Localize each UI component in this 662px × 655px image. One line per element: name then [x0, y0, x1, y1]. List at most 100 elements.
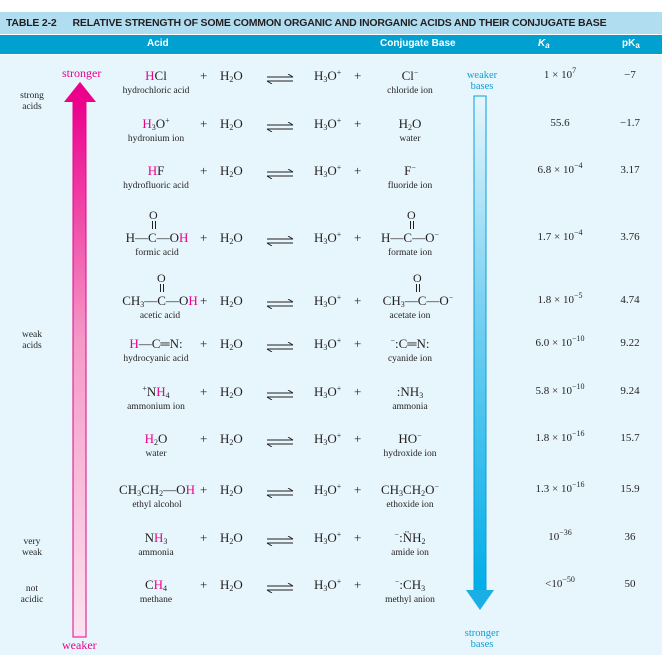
conjugate-base-name: ethoxide ion [386, 500, 434, 510]
plus-sign: + [200, 163, 208, 178]
ka-value: 1.8 × 10−16 [535, 429, 585, 445]
water-reactant: H2O [220, 431, 243, 447]
plus-sign: + [200, 293, 208, 308]
acid-name: hydrocyanic acid [123, 354, 189, 364]
acid-name: acetic acid [139, 311, 181, 321]
acid-formula: +NH4 [142, 384, 170, 400]
ka-value: 55.6 [550, 117, 570, 129]
conjugate-base-name: fluoride ion [387, 181, 433, 191]
plus-sign: + [354, 230, 362, 245]
conjugate-base-name: water [399, 134, 421, 144]
acid-formula: H—C—OH [125, 230, 189, 245]
conjugate-base-formula: −:N̈H2 [394, 530, 426, 546]
column-header-row: Acid Conjugate Base Ka pKa [0, 35, 662, 54]
ka-value: <10−50 [545, 575, 575, 591]
ka-value: 1.7 × 10−4 [537, 228, 583, 244]
table-title-band: TABLE 2-2 RELATIVE STRENGTH OF SOME COMM… [0, 12, 662, 34]
acid-name: ethyl alcohol [132, 500, 182, 510]
table-number: TABLE 2-2 [6, 17, 57, 29]
acid-formula: NH3 [144, 530, 168, 546]
hydronium-product: H3O+ [314, 431, 342, 447]
plus-sign: + [354, 431, 362, 446]
water-reactant: H2O [220, 530, 243, 546]
acid-name: ammonium ion [127, 402, 185, 412]
pka-value: 9.24 [620, 385, 640, 397]
water-reactant: H2O [220, 577, 243, 593]
plus-sign: + [354, 577, 362, 592]
hydronium-product: H3O+ [314, 116, 342, 132]
base-stronger-label: stronger bases [464, 628, 500, 650]
water-reactant: H2O [220, 68, 243, 84]
hydronium-product: H3O+ [314, 336, 342, 352]
double-bond [416, 284, 420, 292]
equilibrium-arrow-icon [266, 71, 294, 89]
col-acid: Acid [147, 38, 169, 49]
plus-sign: + [354, 163, 362, 178]
acid-name: water [145, 449, 167, 459]
equilibrium-arrow-icon [266, 296, 294, 314]
water-reactant: H2O [220, 116, 243, 132]
carbonyl-oxygen: O [149, 208, 158, 222]
conjugate-base-name: acetate ion [389, 311, 431, 321]
equilibrium-arrow-icon [266, 387, 294, 405]
plus-sign: + [200, 336, 208, 351]
hydronium-product: H3O+ [314, 482, 342, 498]
conjugate-base-formula: :NH3 [396, 384, 424, 400]
pka-value: 50 [624, 578, 636, 590]
water-reactant: H2O [220, 336, 243, 352]
ka-value: 1.3 × 10−16 [535, 480, 585, 496]
carbonyl-oxygen: O [407, 208, 416, 222]
conjugate-base-name: chloride ion [387, 86, 433, 96]
conjugate-base-name: methyl anion [385, 595, 435, 605]
acid-formula: CH3CH2—OH [119, 482, 195, 498]
pka-value: 9.22 [620, 337, 640, 349]
base-weaker-label: weaker bases [466, 70, 498, 92]
conjugate-base-name: hydroxide ion [383, 449, 437, 459]
plus-sign: + [354, 384, 362, 399]
acid-formula: CH3—C—OH [122, 293, 198, 309]
acid-stronger-label: stronger [62, 66, 102, 80]
plus-sign: + [354, 482, 362, 497]
pka-value: 15.7 [620, 432, 640, 444]
equilibrium-arrow-icon [266, 485, 294, 503]
water-reactant: H2O [220, 482, 243, 498]
acid-name: hydrochloric acid [122, 86, 190, 96]
acid-weaker-label: weaker [62, 638, 97, 652]
hydronium-product: H3O+ [314, 577, 342, 593]
acid-name: ammonia [138, 548, 174, 558]
acid-name: methane [139, 595, 173, 605]
equilibrium-arrow-icon [266, 233, 294, 251]
acid-formula: H2O [144, 431, 168, 447]
plus-sign: + [200, 431, 208, 446]
water-reactant: H2O [220, 293, 243, 309]
conjugate-base-name: cyanide ion [387, 354, 433, 364]
table-body [0, 55, 662, 655]
hydronium-product: H3O+ [314, 293, 342, 309]
hydronium-product: H3O+ [314, 230, 342, 246]
water-reactant: H2O [220, 384, 243, 400]
ka-value: 1.8 × 10−5 [537, 291, 583, 307]
conjugate-base-formula: H2O [398, 116, 422, 132]
hydronium-product: H3O+ [314, 68, 342, 84]
conjugate-base-formula: CH3CH2O− [380, 482, 440, 498]
plus-sign: + [200, 482, 208, 497]
conjugate-base-name: amide ion [391, 548, 429, 558]
conjugate-base-formula: CH3—C—O− [382, 293, 454, 309]
col-ka: Ka [538, 38, 550, 50]
ka-value: 6.8 × 10−4 [537, 161, 583, 177]
equilibrium-arrow-icon [266, 580, 294, 598]
plus-sign: + [200, 530, 208, 545]
double-bond [160, 284, 164, 292]
pka-value: −1.7 [620, 117, 640, 129]
double-bond [410, 221, 414, 229]
ka-value: 1 × 107 [543, 66, 577, 82]
equilibrium-arrow-icon [266, 119, 294, 137]
ka-value: 5.8 × 10−10 [535, 382, 585, 398]
side-label-very-weak: very weak [21, 537, 43, 558]
conjugate-base-formula: HO− [398, 431, 422, 446]
plus-sign: + [200, 116, 208, 131]
hydronium-product: H3O+ [314, 163, 342, 179]
pka-value: 36 [624, 531, 636, 543]
double-bond [152, 221, 156, 229]
ka-value: 10−36 [548, 528, 572, 544]
